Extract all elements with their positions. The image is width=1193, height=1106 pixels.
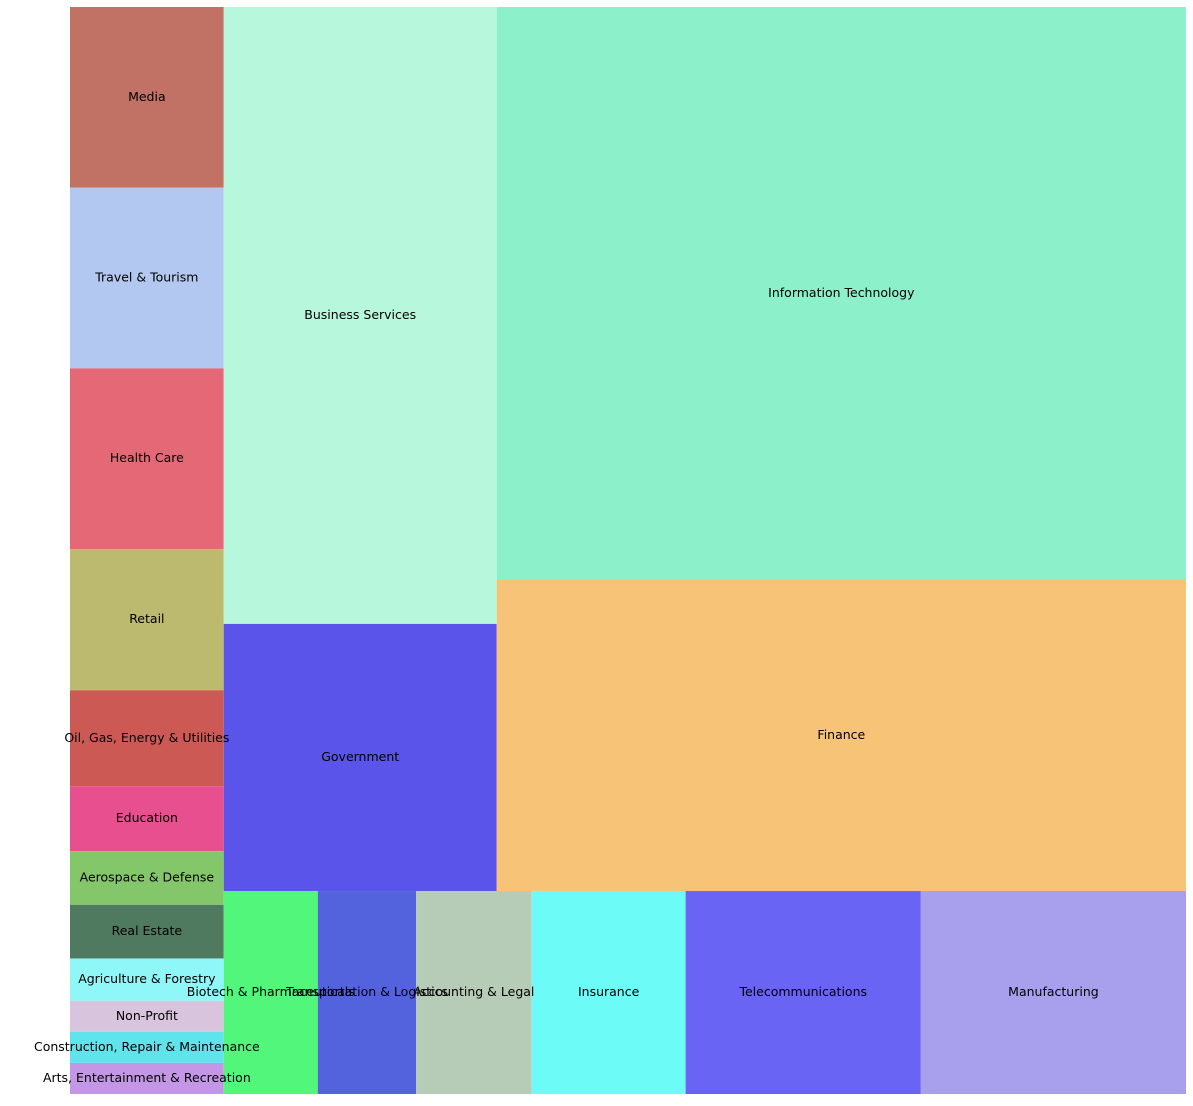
treemap-label-business-services: Business Services (304, 307, 416, 322)
treemap-label-finance: Finance (817, 727, 865, 742)
treemap-label-agriculture-forestry: Agriculture & Forestry (78, 971, 216, 986)
treemap-label-non-profit: Non-Profit (116, 1008, 178, 1023)
treemap-cell-accounting-legal (416, 891, 532, 1094)
treemap-label-telecommunications: Telecommunications (738, 984, 867, 999)
treemap-label-media: Media (128, 89, 166, 104)
treemap-cell-real-estate (70, 904, 224, 959)
treemap-cell-construction-repair-maintenance (70, 1031, 224, 1063)
treemap-label-arts-entertainment-recreation: Arts, Entertainment & Recreation (43, 1070, 251, 1085)
treemap-label-accounting-legal: Accounting & Legal (413, 984, 534, 999)
treemap-cell-travel-tourism (70, 187, 224, 369)
treemap-label-transportation-logistics: Transportation & Logistics (285, 984, 448, 999)
treemap-label-oil-gas-energy-utilities: Oil, Gas, Energy & Utilities (64, 730, 229, 745)
treemap-label-manufacturing: Manufacturing (1008, 984, 1099, 999)
treemap-cell-arts-entertainment-recreation (70, 1062, 224, 1094)
treemap-cell-agriculture-forestry (70, 958, 224, 1001)
treemap-cell-telecommunications (685, 891, 921, 1094)
treemap-label-biotech-pharmaceuticals: Biotech & Pharmaceuticals (187, 984, 355, 999)
treemap-label-aerospace-defense: Aerospace & Defense (80, 870, 215, 885)
treemap-label-retail: Retail (129, 611, 164, 626)
treemap-label-insurance: Insurance (578, 984, 640, 999)
treemap-cell-business-services (223, 7, 497, 624)
treemap-cell-education (70, 786, 224, 852)
treemap-label-health-care: Health Care (110, 450, 184, 465)
treemap-cell-government (223, 623, 497, 892)
treemap-label-government: Government (321, 749, 399, 764)
treemap-cell-insurance (531, 891, 686, 1094)
treemap-label-construction-repair-maintenance: Construction, Repair & Maintenance (34, 1039, 260, 1054)
treemap-cell-information-technology (496, 7, 1186, 580)
treemap-label-real-estate: Real Estate (112, 923, 183, 938)
treemap-cell-manufacturing (920, 891, 1186, 1094)
treemap-cell-media (70, 7, 224, 188)
treemap-cell-aerospace-defense (70, 851, 224, 905)
treemap-label-education: Education (116, 810, 178, 825)
treemap-cell-finance (496, 579, 1186, 892)
treemap-cell-oil-gas-energy-utilities (70, 690, 224, 787)
treemap-label-information-technology: Information Technology (768, 285, 915, 300)
treemap-cell-transportation-logistics (317, 891, 417, 1094)
treemap-cell-retail (70, 549, 224, 691)
treemap-cell-health-care (70, 368, 224, 550)
treemap-label-travel-tourism: Travel & Tourism (94, 270, 198, 285)
treemap-cell-non-profit (70, 1000, 224, 1032)
treemap-cell-biotech-pharmaceuticals (223, 891, 318, 1094)
